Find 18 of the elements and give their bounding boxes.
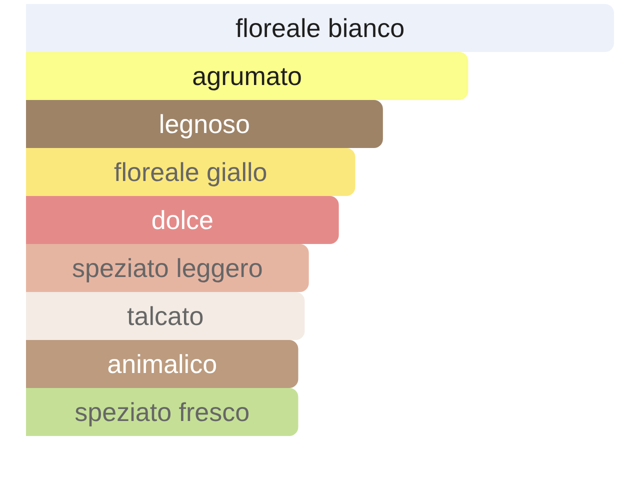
bar [26,340,298,388]
y-tick-label: dolce [151,205,214,235]
y-tick-label: talcato [127,301,204,331]
bar [26,388,298,436]
y-tick-label: animalico [107,349,218,379]
y-tick-label: speziato fresco [74,397,250,427]
y-tick-label: speziato leggero [72,253,263,283]
y-tick-label: floreale giallo [114,157,268,187]
y-tick-label: legnoso [158,109,250,139]
bar [26,100,383,148]
bar [26,292,305,340]
bar [26,52,468,100]
bar [26,244,309,292]
y-tick-label: agrumato [192,61,302,91]
bar [26,196,339,244]
y-tick-label: floreale bianco [235,13,405,43]
bar [26,148,356,196]
bar [26,4,614,52]
